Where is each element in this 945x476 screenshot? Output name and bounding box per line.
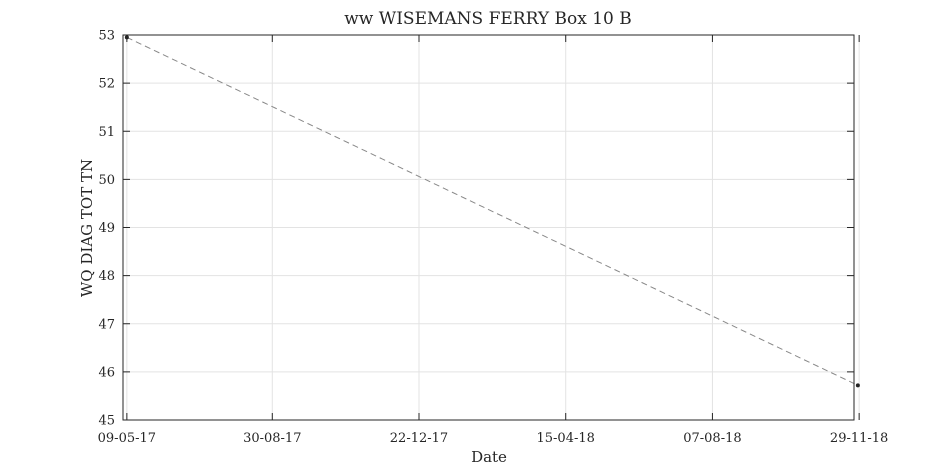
data-series <box>124 35 860 388</box>
x-axis-label: Date <box>471 448 507 466</box>
y-tick-label: 45 <box>98 414 115 429</box>
y-tick-label: 46 <box>98 365 115 380</box>
y-tick-label: 50 <box>98 173 115 188</box>
x-tick-label: 30-08-17 <box>243 431 301 446</box>
x-tick-label: 09-05-17 <box>98 431 156 446</box>
y-axis-label: WQ DIAG TOT TN <box>78 159 96 297</box>
x-tick-label: 22-12-17 <box>390 431 448 446</box>
x-tick-label: 15-04-18 <box>537 431 595 446</box>
chart-title: ww WISEMANS FERRY Box 10 B <box>344 9 632 29</box>
y-tick-label: 53 <box>98 29 115 44</box>
y-tick-label: 51 <box>98 125 115 140</box>
series-line <box>126 36 859 386</box>
y-tick-label: 52 <box>98 77 115 92</box>
x-tick-label: 29-11-18 <box>830 431 888 446</box>
y-tick-label: 47 <box>98 317 115 332</box>
data-point <box>855 383 860 388</box>
y-tick-label: 49 <box>98 221 115 236</box>
y-tick-label: 48 <box>98 269 115 284</box>
x-tick-label: 07-08-18 <box>683 431 741 446</box>
axis-ticks: 45 46 47 48 49 50 51 52 53 09-05-17 30-08-17 22-12-… <box>98 29 889 447</box>
